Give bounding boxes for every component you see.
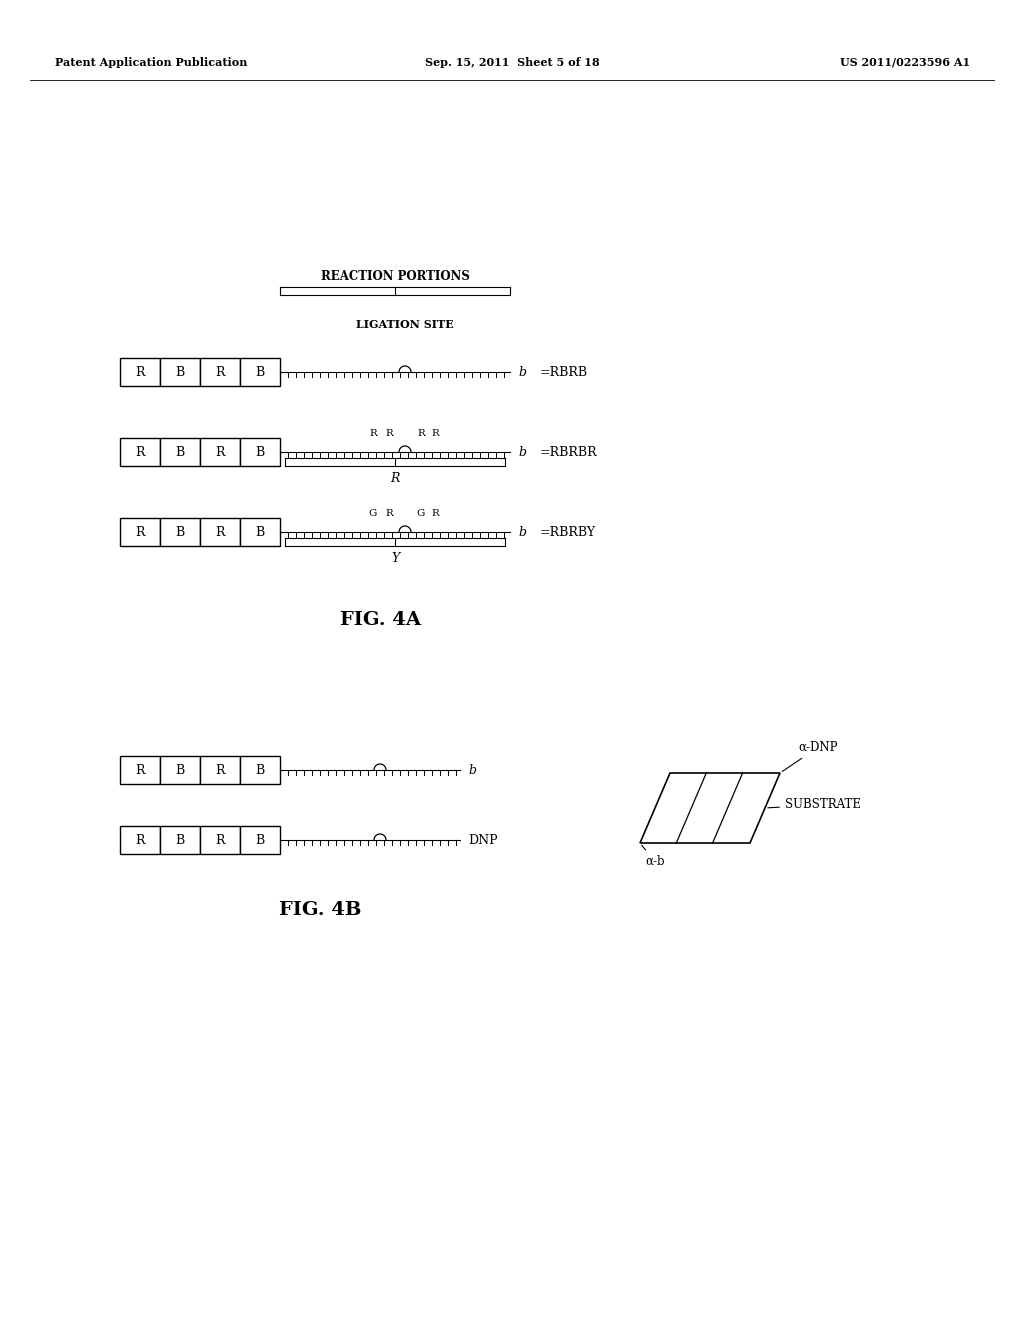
Bar bbox=[240, 826, 280, 854]
Text: R: R bbox=[431, 510, 439, 517]
Text: B: B bbox=[175, 833, 184, 846]
Text: R: R bbox=[135, 763, 144, 776]
Text: FIG. 4A: FIG. 4A bbox=[340, 611, 421, 630]
Text: Sep. 15, 2011  Sheet 5 of 18: Sep. 15, 2011 Sheet 5 of 18 bbox=[425, 57, 599, 67]
Text: R: R bbox=[135, 833, 144, 846]
Bar bbox=[200, 438, 240, 466]
Text: R: R bbox=[385, 429, 393, 438]
Text: α-DNP: α-DNP bbox=[782, 741, 838, 771]
Text: B: B bbox=[175, 525, 184, 539]
Text: G: G bbox=[369, 510, 377, 517]
Bar bbox=[120, 756, 160, 784]
Text: FIG. 4B: FIG. 4B bbox=[279, 902, 361, 919]
Bar bbox=[200, 517, 240, 546]
Bar bbox=[200, 826, 240, 854]
Text: B: B bbox=[255, 763, 264, 776]
Bar bbox=[200, 756, 240, 784]
Text: =RBRB: =RBRB bbox=[540, 366, 588, 379]
Text: b: b bbox=[518, 446, 526, 458]
Text: R: R bbox=[135, 366, 144, 379]
Bar bbox=[160, 756, 200, 784]
Text: R: R bbox=[135, 446, 144, 458]
Text: B: B bbox=[255, 525, 264, 539]
Text: b: b bbox=[518, 525, 526, 539]
Text: B: B bbox=[255, 446, 264, 458]
Text: B: B bbox=[175, 763, 184, 776]
Text: R: R bbox=[215, 446, 224, 458]
Text: G: G bbox=[417, 510, 425, 517]
Text: B: B bbox=[255, 833, 264, 846]
Bar bbox=[120, 517, 160, 546]
Text: SUBSTRATE: SUBSTRATE bbox=[768, 799, 861, 810]
Text: R: R bbox=[369, 429, 377, 438]
Text: DNP: DNP bbox=[468, 833, 498, 846]
Text: R: R bbox=[385, 510, 393, 517]
Text: B: B bbox=[255, 366, 264, 379]
Text: B: B bbox=[175, 366, 184, 379]
Text: R: R bbox=[215, 763, 224, 776]
Text: R: R bbox=[431, 429, 439, 438]
Text: R: R bbox=[390, 473, 399, 484]
Text: α-b: α-b bbox=[642, 845, 665, 869]
Text: b: b bbox=[518, 366, 526, 379]
Bar bbox=[120, 358, 160, 385]
Bar bbox=[240, 438, 280, 466]
Text: Patent Application Publication: Patent Application Publication bbox=[55, 57, 248, 67]
Text: =RBRBR: =RBRBR bbox=[540, 446, 598, 458]
Bar bbox=[240, 358, 280, 385]
Text: R: R bbox=[215, 525, 224, 539]
Bar bbox=[240, 517, 280, 546]
Bar bbox=[160, 826, 200, 854]
Text: R: R bbox=[417, 429, 425, 438]
Text: LIGATION SITE: LIGATION SITE bbox=[356, 319, 454, 330]
Text: B: B bbox=[175, 446, 184, 458]
Text: b: b bbox=[468, 763, 476, 776]
Text: US 2011/0223596 A1: US 2011/0223596 A1 bbox=[840, 57, 970, 67]
Bar bbox=[200, 358, 240, 385]
Bar bbox=[120, 826, 160, 854]
Bar bbox=[240, 756, 280, 784]
Text: R: R bbox=[135, 525, 144, 539]
Text: REACTION PORTIONS: REACTION PORTIONS bbox=[321, 271, 469, 282]
Text: R: R bbox=[215, 366, 224, 379]
Bar bbox=[120, 438, 160, 466]
Bar bbox=[160, 358, 200, 385]
Text: =RBRBY: =RBRBY bbox=[540, 525, 596, 539]
Text: R: R bbox=[215, 833, 224, 846]
Text: Y: Y bbox=[391, 552, 399, 565]
Bar bbox=[160, 517, 200, 546]
Bar bbox=[160, 438, 200, 466]
